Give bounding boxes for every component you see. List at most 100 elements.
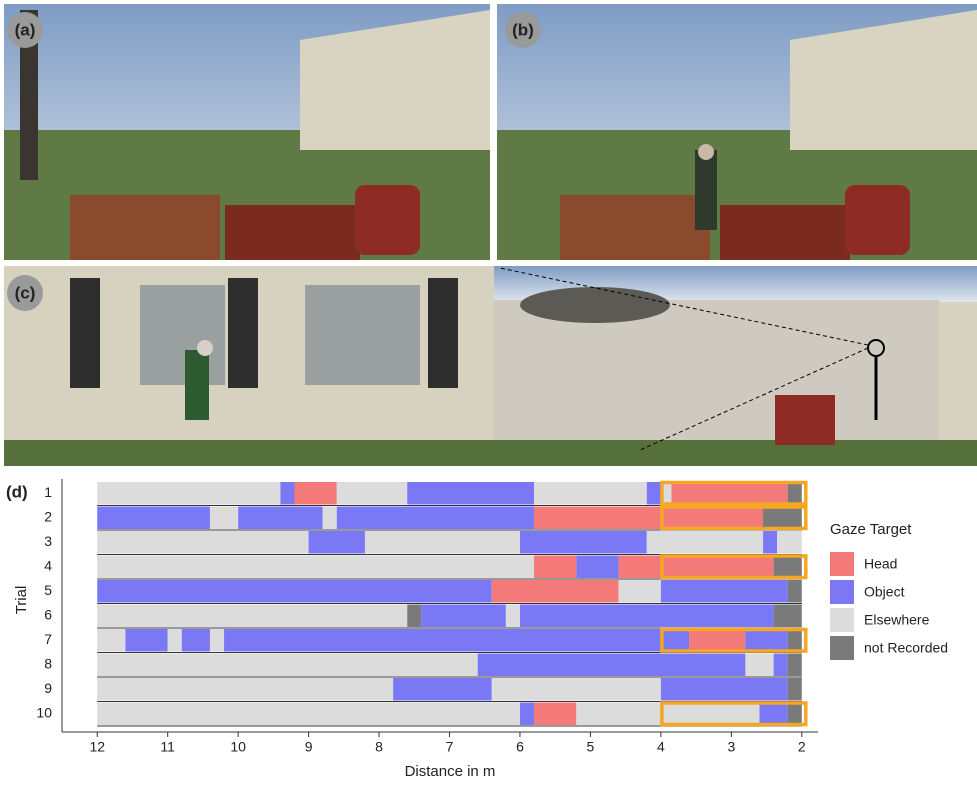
segment	[224, 629, 690, 652]
legend-swatch	[830, 636, 854, 660]
segment	[787, 580, 802, 603]
segment	[646, 531, 764, 554]
y-tick-label: 8	[44, 655, 52, 671]
x-tick-label: 9	[305, 739, 313, 755]
segment	[759, 702, 788, 725]
segment	[97, 702, 520, 725]
y-tick-label: 2	[44, 508, 52, 524]
segment	[534, 555, 577, 578]
segment	[181, 629, 210, 652]
photo-c: (c)	[4, 266, 977, 466]
segment	[787, 678, 802, 701]
segment	[519, 604, 774, 627]
x-tick-label: 7	[446, 739, 454, 755]
segment	[97, 506, 210, 529]
segment	[364, 531, 520, 554]
segment	[763, 531, 778, 554]
legend-swatch	[830, 552, 854, 576]
segment	[671, 482, 788, 505]
highlight-box	[660, 554, 808, 580]
panel-label: (c)	[15, 283, 36, 302]
y-tick-label: 4	[44, 557, 52, 573]
highlight-box	[660, 505, 808, 531]
x-tick-label: 6	[516, 739, 524, 755]
segment	[745, 629, 788, 652]
legend-label: Head	[864, 556, 897, 572]
segment	[393, 678, 492, 701]
legend-label: Elsewhere	[864, 612, 930, 628]
y-tick-label: 3	[44, 533, 52, 549]
panel-label: (b)	[512, 20, 534, 39]
y-tick-label: 1	[44, 484, 52, 500]
segment	[534, 482, 647, 505]
x-tick-label: 5	[587, 739, 595, 755]
segment	[280, 482, 295, 505]
segment	[97, 555, 535, 578]
segment	[97, 482, 281, 505]
segment	[787, 653, 802, 676]
segment	[618, 555, 774, 578]
segment	[308, 531, 365, 554]
segment	[660, 482, 672, 505]
y-tick-label: 5	[44, 582, 52, 598]
segment	[97, 629, 126, 652]
panel-label: (a)	[15, 20, 36, 39]
segment	[421, 604, 506, 627]
segment	[407, 482, 535, 505]
segment	[660, 678, 788, 701]
segment	[773, 555, 802, 578]
panel-label: (d)	[6, 482, 28, 501]
segment	[491, 678, 661, 701]
x-tick-label: 8	[375, 739, 383, 755]
x-tick-label: 10	[230, 739, 246, 755]
segment	[773, 604, 802, 627]
segment	[534, 702, 577, 725]
y-tick-label: 10	[36, 704, 52, 720]
segment	[787, 629, 802, 652]
segment	[576, 702, 760, 725]
y-axis-title: Trial	[13, 586, 30, 615]
segment	[773, 653, 788, 676]
x-tick-label: 12	[89, 739, 105, 755]
segment	[534, 506, 764, 529]
y-tick-label: 6	[44, 606, 52, 622]
legend-title: Gaze Target	[830, 521, 912, 538]
segment	[491, 580, 619, 603]
segment	[336, 506, 535, 529]
y-tick-label: 7	[44, 631, 52, 647]
segment	[294, 482, 337, 505]
segment	[97, 531, 309, 554]
segment	[97, 653, 478, 676]
segment	[505, 604, 520, 627]
photo-b: (b)	[497, 4, 977, 260]
segment	[407, 604, 422, 627]
x-tick-label: 4	[657, 739, 665, 755]
segment	[97, 580, 492, 603]
photo-a: (a)	[4, 4, 490, 260]
segment	[763, 506, 802, 529]
segment	[519, 702, 535, 725]
x-axis-title: Distance in m	[405, 763, 496, 780]
segment	[125, 629, 168, 652]
highlight-box	[660, 627, 808, 653]
segment	[336, 482, 408, 505]
segment	[519, 531, 647, 554]
x-tick-label: 2	[798, 739, 806, 755]
segment	[477, 653, 746, 676]
highlight-box	[660, 480, 808, 506]
segment	[576, 555, 619, 578]
segment	[660, 580, 788, 603]
legend-label: not Recorded	[864, 640, 948, 656]
segment	[209, 629, 225, 652]
legend-swatch	[830, 580, 854, 604]
highlight-box	[660, 701, 808, 727]
segment	[646, 482, 661, 505]
segment	[689, 629, 746, 652]
y-tick-label: 9	[44, 680, 52, 696]
segment	[238, 506, 323, 529]
segment	[322, 506, 337, 529]
x-tick-label: 3	[727, 739, 735, 755]
segment	[787, 482, 802, 505]
segment	[787, 702, 802, 725]
